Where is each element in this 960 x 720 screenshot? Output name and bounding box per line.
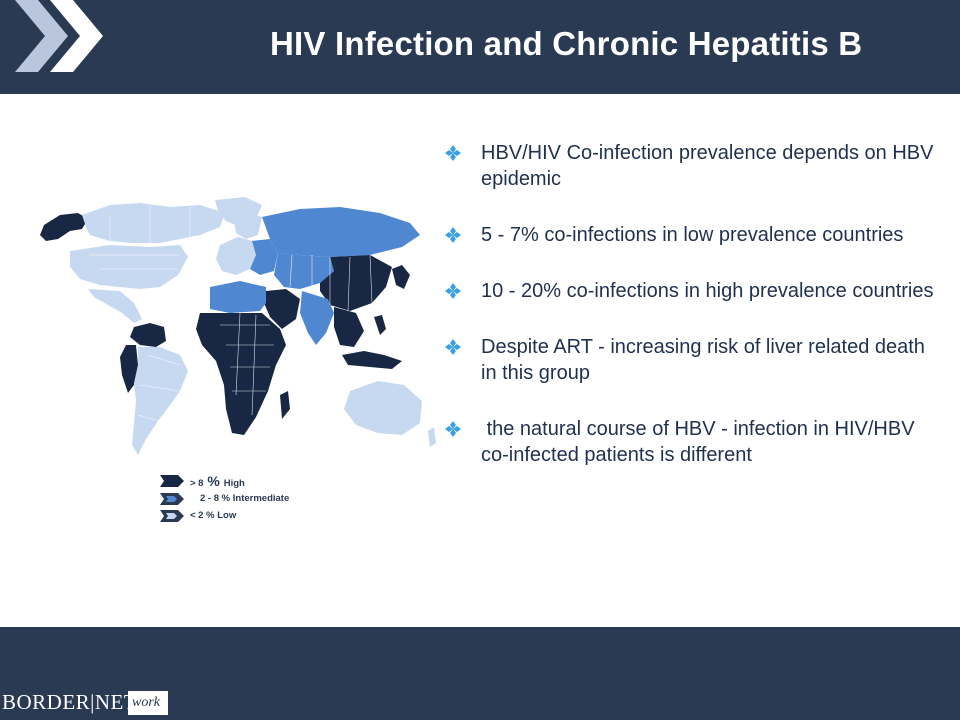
bullet-item: the natural course of HBV - infection in… — [445, 416, 945, 468]
map-region-eastern-europe — [250, 239, 278, 275]
diamond-bullet-icon — [445, 145, 461, 161]
map-legend: > 8 % High 2 - 8 % Intermediate < 2 % Lo… — [160, 474, 310, 524]
legend-range-intermediate: 2 - 8 — [200, 493, 220, 504]
bullet-item: 10 - 20% co-infections in high prevalenc… — [445, 278, 945, 304]
map-region-india — [300, 291, 334, 345]
bullet-text: the natural course of HBV - infection in… — [481, 418, 921, 466]
map-region-canada — [82, 203, 225, 243]
map-region-central-asia — [274, 253, 334, 289]
legend-swatch-intermediate — [160, 493, 184, 505]
map-region-north-africa — [210, 281, 266, 313]
map-region-australia — [344, 381, 422, 435]
bullet-item: Despite ART - increasing risk of liver r… — [445, 334, 945, 386]
bullet-item: HBV/HIV Co-infection prevalence depends … — [445, 140, 945, 192]
map-region-south-america-north — [130, 323, 166, 347]
map-region-sub-saharan-africa — [196, 313, 286, 435]
map-region-new-zealand — [428, 427, 436, 447]
legend-label-low: Low — [217, 510, 237, 521]
map-region-indonesia — [342, 351, 402, 369]
world-hbv-prevalence-map — [40, 197, 436, 455]
logo-sub-box — [128, 691, 168, 715]
bullet-list: HBV/HIV Co-infection prevalence depends … — [445, 140, 945, 498]
map-region-russia — [262, 207, 420, 257]
map-region-southeast-asia — [334, 307, 364, 347]
map-region-scandinavia — [234, 213, 262, 239]
page-title: HIV Infection and Chronic Hepatitis B — [270, 25, 863, 62]
legend-percent-intermediate: % — [219, 493, 233, 504]
map-region-western-europe — [216, 237, 256, 275]
bullet-text: 5 - 7% co-infections in low prevalence c… — [481, 224, 904, 246]
logo-sub-text: work — [132, 695, 160, 710]
legend-percent-low: % — [203, 510, 218, 521]
bullet-item: 5 - 7% co-infections in low prevalence c… — [445, 222, 945, 248]
legend-range-high: > 8 — [190, 478, 204, 489]
diamond-bullet-icon — [445, 227, 461, 243]
double-chevron-icon — [15, 0, 103, 72]
logo-main-text: BORDER|NET — [2, 690, 138, 714]
bullet-text: 10 - 20% co-infections in high prevalenc… — [481, 280, 934, 302]
legend-swatch-low — [160, 510, 184, 522]
map-region-philippines — [374, 315, 386, 335]
map-region-arabia — [264, 289, 300, 329]
map-region-madagascar — [280, 391, 290, 419]
map-region-china — [320, 255, 392, 311]
legend-percent-high: % — [203, 473, 224, 489]
map-region-alaska — [40, 213, 88, 241]
diamond-bullet-icon — [445, 339, 461, 355]
map-region-korea-japan — [392, 265, 410, 289]
map-region-south-america — [132, 347, 188, 455]
diamond-bullet-icon — [445, 421, 461, 437]
map-region-usa — [70, 245, 188, 289]
legend-label-intermediate: Intermediate — [232, 493, 290, 504]
legend-label-high: High — [223, 478, 245, 489]
bordernet-logo: BORDER|NET work — [2, 688, 172, 718]
legend-range-low: < 2 — [190, 510, 204, 521]
map-region-andes — [120, 345, 138, 393]
legend-swatch-high — [160, 475, 184, 487]
bullet-text: HBV/HIV Co-infection prevalence depends … — [481, 142, 934, 190]
bullet-text: Despite ART - increasing risk of liver r… — [481, 336, 925, 384]
map-region-central-america — [88, 289, 142, 323]
header-bar: HIV Infection and Chronic Hepatitis B — [0, 0, 960, 94]
diamond-bullet-icon — [445, 283, 461, 299]
